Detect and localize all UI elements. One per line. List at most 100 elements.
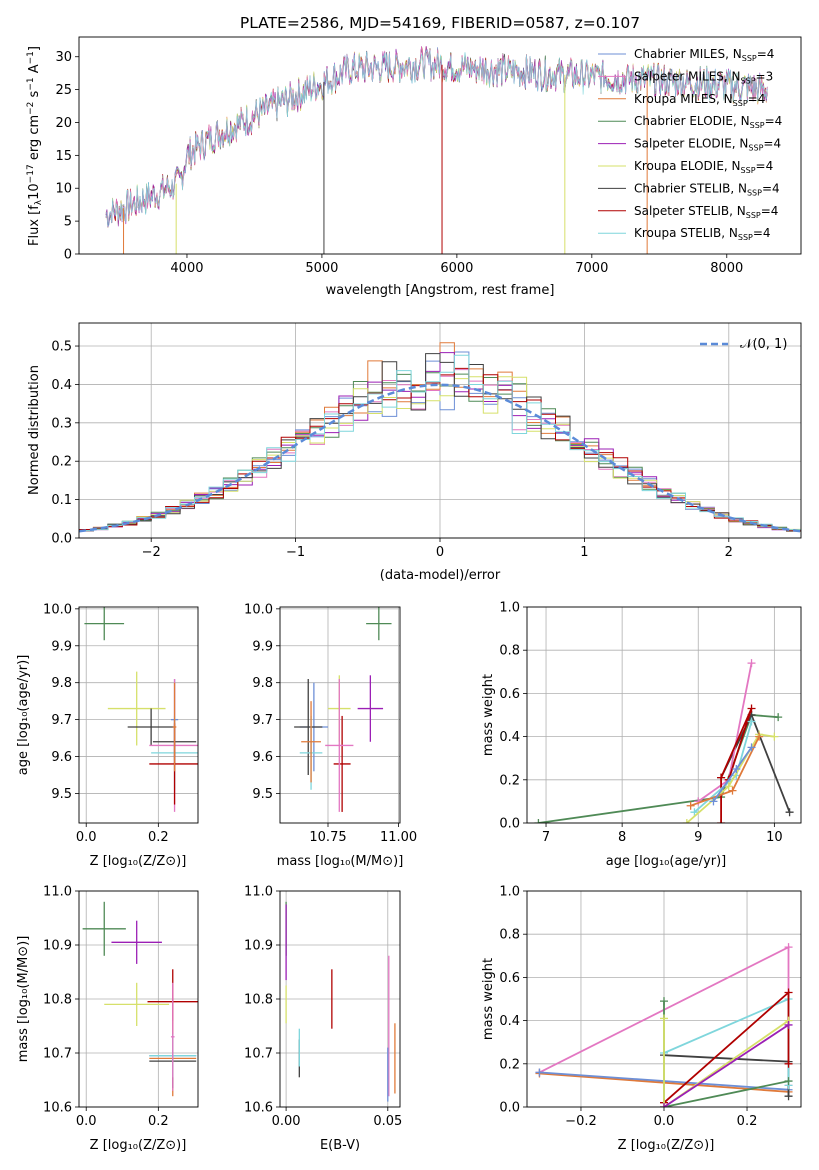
axes-frame — [78, 606, 199, 824]
y-tick-label: 25 — [55, 83, 72, 98]
data-marker — [660, 1103, 668, 1107]
y-tick-label: 0.4 — [51, 378, 72, 393]
y-tick-label: 11.0 — [43, 885, 72, 900]
y-tick-label: 0.8 — [499, 928, 520, 943]
y-tick-label: 9.7 — [51, 713, 72, 728]
x-tick-label: 1 — [580, 545, 588, 560]
y-axis-label-part: λ — [34, 199, 44, 205]
y-tick-label: 20 — [55, 116, 72, 131]
legend-label-main: Salpeter STELIB, N — [634, 204, 746, 218]
axes-frame — [78, 322, 802, 539]
data-marker — [747, 743, 756, 752]
y-tick-label: 0.5 — [51, 340, 72, 355]
legend-label-sub: SSP — [742, 54, 757, 63]
y-tick-label: 9.9 — [252, 639, 273, 654]
legend-label: Kroupa STELIB, NSSP=4 — [634, 226, 771, 242]
y-tick-label: 10.9 — [244, 939, 273, 954]
y-tick-label: 10.0 — [43, 602, 72, 617]
panel-mass_vs_ebv: 0.00 0.05 10.6 10.7 10.8 10.9 11.0 — [244, 885, 402, 1130]
y-tick-label: 10 — [55, 182, 72, 197]
data-marker — [717, 819, 726, 823]
panel-mass_vs_z: 0.0 0.2 10.6 10.7 10.8 10.9 11.0 — [43, 885, 199, 1129]
data-marker — [535, 1068, 544, 1077]
data-marker — [728, 786, 737, 795]
legend-label-tail: =3 — [756, 69, 774, 83]
data-marker — [732, 765, 741, 773]
chart-title: PLATE=2586, MJD=54169, FIBERID=0587, z=0… — [240, 14, 640, 32]
spectrum-line-kroupa_stelib — [105, 49, 768, 227]
y-tick-label: 10.9 — [43, 939, 72, 954]
y-tick-label: 0.6 — [499, 971, 520, 986]
x-tick-label: 7000 — [575, 261, 608, 276]
x-axis-label: (data-model)/error — [380, 568, 501, 583]
axes-frame — [279, 890, 401, 1108]
x-axis-label: Z [log₁₀(Z/Z⊙)] — [90, 1138, 187, 1153]
y-tick-label: 0.4 — [499, 1014, 520, 1029]
y-tick-label: 10.6 — [244, 1101, 273, 1116]
x-axis-label: age [log₁₀(age/yr)] — [606, 854, 727, 869]
data-marker — [747, 659, 756, 668]
y-axis-label-part: A — [27, 64, 42, 77]
y-tick-label: 1.0 — [499, 885, 520, 900]
y-axis-label: mass weight — [481, 674, 496, 756]
legend-label-main: Salpeter MILES, N — [634, 69, 741, 83]
x-tick-label: 2 — [725, 545, 733, 560]
data-marker — [717, 773, 726, 782]
y-tick-label: 0.0 — [499, 1101, 520, 1116]
data-marker — [660, 1014, 668, 1023]
axes-frame — [526, 606, 802, 824]
y-tick-label: 10.7 — [43, 1047, 72, 1062]
data-marker — [690, 808, 699, 817]
legend-label-tail: =4 — [753, 226, 771, 240]
y-axis-label-part: −1 — [26, 77, 36, 90]
y-tick-label: 9.9 — [51, 639, 72, 654]
legend-label-tail: =4 — [756, 159, 774, 173]
y-axis-label-part: 10 — [27, 183, 42, 200]
legend-label-sub: SSP — [747, 188, 762, 197]
panel-residuals: −2 −1 0 1 2 0.0 0.1 0.2 0.3 0.4 0.5 — [51, 322, 802, 560]
x-tick-label: 0.00 — [272, 1114, 301, 1129]
plot-area — [84, 607, 198, 812]
y-tick-label: 5 — [64, 215, 72, 230]
legend-label: Chabrier STELIB, NSSP=4 — [634, 181, 780, 197]
plot-area — [79, 342, 801, 533]
data-marker — [784, 1077, 793, 1086]
data-marker — [660, 997, 668, 1006]
y-axis-label-part: −17 — [26, 164, 36, 183]
y-tick-label: 9.8 — [51, 676, 72, 691]
legend-label-tail: =4 — [762, 181, 780, 195]
x-tick-label: −2 — [142, 545, 161, 560]
panel-age_vs_mass: 10.75 11.00 9.5 9.6 9.7 9.8 9.9 10.0 — [244, 602, 417, 845]
data-marker — [784, 1092, 793, 1101]
data-marker — [534, 819, 543, 823]
y-tick-label: 9.7 — [252, 713, 273, 728]
legend-label: Kroupa ELODIE, NSSP=4 — [634, 159, 773, 175]
data-marker — [682, 819, 691, 823]
residual-hist-kroupa_stelib — [79, 354, 801, 532]
x-tick-label: 9 — [694, 830, 702, 845]
legend-label-main: Chabrier MILES, N — [634, 47, 742, 61]
legend-label-main: Kroupa ELODIE, N — [634, 159, 741, 173]
legend-label-sub: SSP — [738, 233, 753, 242]
residual-hist-chabrier_stelib — [79, 353, 801, 532]
legend-label: Salpeter STELIB, NSSP=4 — [634, 204, 778, 220]
legend-label: Chabrier MILES, NSSP=4 — [634, 47, 774, 63]
legend-label-tail: =4 — [757, 47, 775, 61]
y-tick-label: 10.0 — [244, 602, 273, 617]
y-tick-label: 0.1 — [51, 493, 72, 508]
y-tick-label: 0.0 — [51, 532, 72, 547]
x-axis-label: wavelength [Angstrom, rest frame] — [326, 283, 555, 298]
x-tick-label: 6000 — [440, 261, 473, 276]
legend-label-main: Kroupa STELIB, N — [634, 226, 738, 240]
x-tick-label: 4000 — [170, 261, 203, 276]
data-marker — [747, 704, 756, 713]
data-marker — [724, 782, 733, 791]
x-tick-label: 8000 — [710, 261, 743, 276]
y-axis-label-part: s — [27, 90, 42, 101]
plot-area — [534, 659, 794, 823]
x-tick-label: 10 — [766, 830, 783, 845]
y-tick-label: 0.4 — [499, 730, 520, 745]
legend-label-main: Chabrier STELIB, N — [634, 181, 747, 195]
